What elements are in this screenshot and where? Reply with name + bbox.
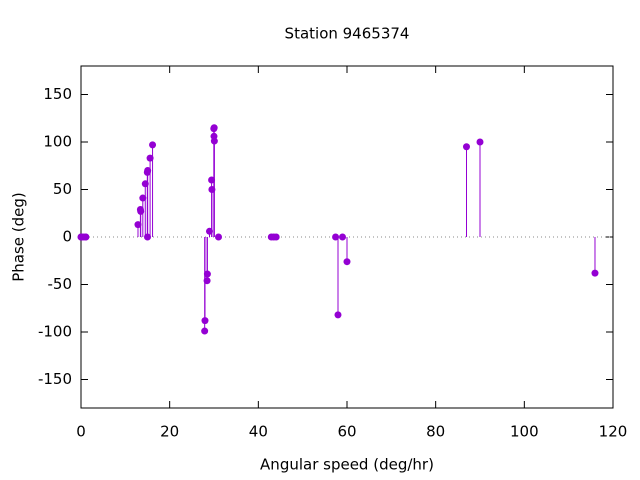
chart-title: Station 9465374 <box>285 25 410 43</box>
stem-point <box>591 269 599 277</box>
y-axis-label: Phase (deg) <box>10 192 28 282</box>
stem-point <box>476 138 484 146</box>
x-axis-label: Angular speed (deg/hr) <box>260 456 434 474</box>
stem-point <box>215 233 223 241</box>
y-tick-label: 0 <box>62 228 72 246</box>
y-tick-label: 150 <box>43 85 72 103</box>
stem-point <box>203 270 211 278</box>
stem-point <box>203 277 211 285</box>
x-tick-label: 20 <box>160 423 179 441</box>
stem-point <box>343 258 351 266</box>
stem-point <box>338 233 346 241</box>
x-tick-label: 60 <box>337 423 356 441</box>
stem-point <box>82 233 90 241</box>
y-tick-label: -100 <box>38 323 72 341</box>
y-tick-label: -150 <box>38 370 72 388</box>
x-tick-label: 80 <box>426 423 445 441</box>
stem-point <box>210 137 218 145</box>
stem-point <box>201 317 209 325</box>
stem-point <box>139 194 147 202</box>
stem-point <box>334 311 342 319</box>
x-tick-label: 40 <box>249 423 268 441</box>
stem-point <box>146 154 154 162</box>
y-tick-label: 100 <box>43 133 72 151</box>
y-tick-label: 50 <box>53 180 72 198</box>
x-tick-label: 0 <box>76 423 86 441</box>
stem-point <box>332 233 340 241</box>
x-tick-label: 100 <box>510 423 539 441</box>
stem-point <box>272 233 280 241</box>
stem-point <box>134 221 142 229</box>
stem-point <box>201 327 209 335</box>
stem-point <box>144 167 152 174</box>
x-tick-label: 120 <box>599 423 628 441</box>
stem-point <box>210 124 218 132</box>
stem-point <box>462 143 470 151</box>
y-tick-label: -50 <box>48 275 73 293</box>
stem-point <box>149 141 157 149</box>
